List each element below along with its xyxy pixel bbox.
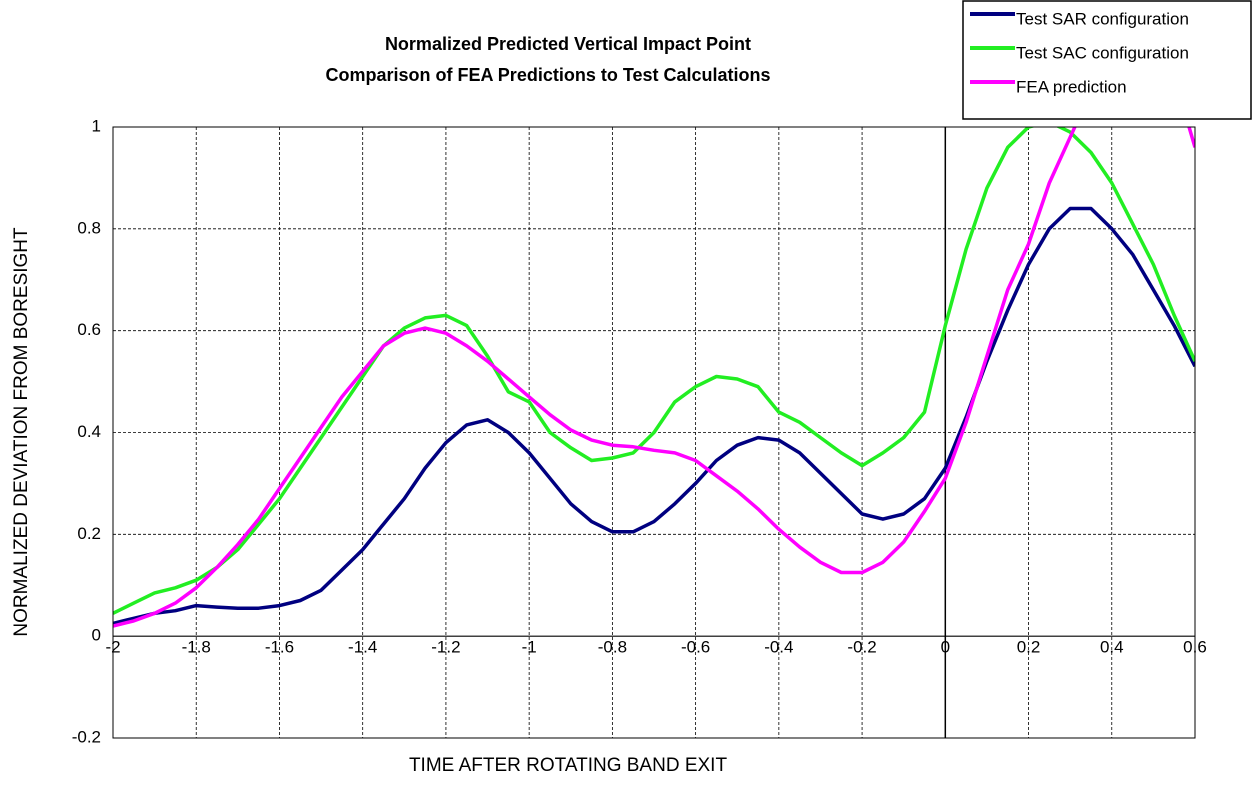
y-axis-title: NORMALIZED DEVIATION FROM BORESIGHT — [11, 227, 32, 637]
y-tick-label: 0.6 — [77, 320, 101, 339]
x-tick-label: -0.4 — [764, 638, 793, 657]
x-tick-label: -1.6 — [265, 638, 294, 657]
legend-label: Test SAR configuration — [1016, 9, 1189, 28]
x-tick-label: 0.4 — [1100, 638, 1124, 657]
legend: Test SAR configuration Test SAC configura… — [962, 0, 1252, 120]
chart-title: Normalized Predicted Vertical Impact Poi… — [385, 34, 751, 54]
y-tick-label: 0 — [92, 626, 101, 645]
x-tick-label: -1.2 — [431, 638, 460, 657]
series-line — [113, 127, 1195, 628]
x-tick-label: 0.6 — [1183, 638, 1207, 657]
x-axis-title: TIME AFTER ROTATING BAND EXIT — [409, 755, 727, 776]
x-tick-label: 0 — [941, 638, 950, 657]
legend-label: Test SAC configuration — [1016, 43, 1189, 62]
y-tick-label: 0.2 — [77, 524, 101, 543]
plot-border — [112, 126, 1196, 739]
y-tick-label: 0.8 — [77, 218, 101, 237]
x-tick-label: -1.8 — [182, 638, 211, 657]
plot-lines — [113, 127, 1195, 628]
legend-label: FEA prediction — [1016, 77, 1127, 96]
chart-subtitle: Comparison of FEA Predictions to Test Ca… — [325, 65, 770, 85]
x-tick-label: -1 — [522, 638, 537, 657]
x-tick-label: -1.4 — [348, 638, 377, 657]
series-line — [113, 206, 1195, 626]
x-tick-label: 0.2 — [1017, 638, 1041, 657]
y-tick-label: -0.2 — [72, 727, 101, 746]
x-tick-label: -0.6 — [681, 638, 710, 657]
x-tick-label: -0.8 — [598, 638, 627, 657]
legend-box — [962, 0, 1252, 120]
y-tick-label: 1 — [92, 116, 101, 135]
y-tick-label: 0.4 — [77, 422, 101, 441]
series-line — [113, 127, 1195, 615]
x-tick-label: -0.2 — [847, 638, 876, 657]
x-tick-label: -2 — [105, 638, 120, 657]
